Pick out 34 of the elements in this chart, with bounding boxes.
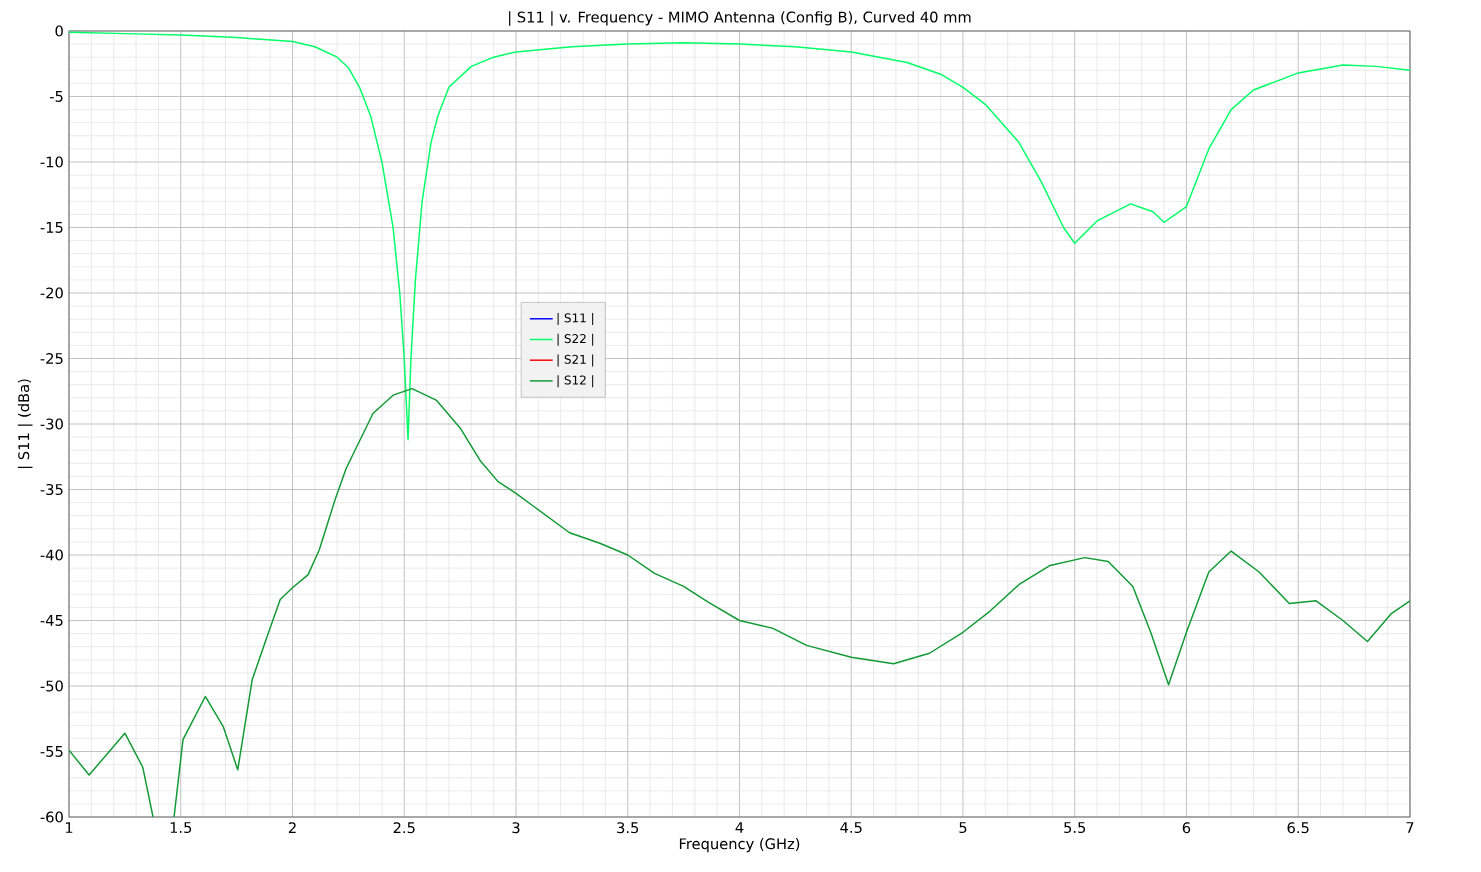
y-tick-label: -5 [49, 91, 63, 102]
x-tick-label: 5 [959, 822, 967, 834]
x-axis-title: Frequency (GHz) [679, 837, 800, 853]
legend-label: | S11 | [557, 313, 594, 326]
y-tick-label: -45 [40, 615, 63, 626]
legend-label: | S21 | [557, 354, 594, 367]
x-tick-label: 3.5 [617, 822, 639, 834]
y-tick-label: -20 [40, 287, 63, 299]
x-tick-label: 4.5 [840, 822, 862, 834]
x-tick-label: 2.5 [393, 822, 415, 834]
y-tick-label: -60 [40, 811, 63, 823]
y-tick-label: -55 [40, 746, 63, 757]
x-tick-label: 4 [735, 822, 744, 833]
line-series [69, 31, 1410, 441]
y-tick-label: -50 [40, 680, 63, 692]
x-tick-label: 7 [1406, 822, 1414, 833]
y-tick-label: -30 [40, 418, 63, 430]
x-tick-label: 3 [512, 822, 520, 834]
chart-title: | S11 | v. Frequency - MIMO Antenna (Config B), Curved 40 mm [509, 11, 971, 26]
x-tick-label: 6 [1182, 822, 1191, 834]
y-tick-label: -35 [40, 483, 63, 496]
y-tick-label: -25 [40, 352, 63, 365]
y-tick-label: 0 [55, 25, 63, 37]
y-axis-title: | S11 | (dBa) [17, 379, 33, 468]
legend-label: | S22 | [557, 333, 594, 346]
x-tick-label: 2 [288, 822, 296, 834]
y-tick-label: -40 [40, 549, 63, 561]
x-tick-label: 1 [65, 822, 73, 833]
y-tick-label: -10 [40, 156, 63, 168]
y-tick-label: -15 [40, 222, 63, 233]
x-tick-label: 6.5 [1287, 822, 1309, 834]
x-tick-label: 5.5 [1064, 822, 1086, 834]
legend-label: | S12 | [557, 375, 594, 388]
x-tick-label: 1.5 [170, 822, 192, 834]
